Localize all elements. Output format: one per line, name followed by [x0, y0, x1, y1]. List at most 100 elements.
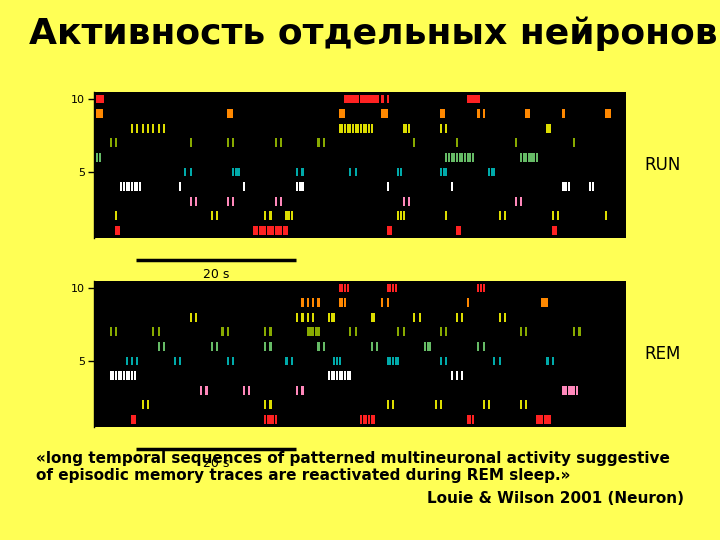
Bar	[109, 138, 112, 147]
Bar	[307, 313, 309, 322]
Text: Активность отдельных нейронов: Активность отдельных нейронов	[29, 16, 717, 51]
Bar	[232, 197, 234, 206]
Bar	[363, 94, 365, 104]
Bar	[347, 284, 348, 293]
Bar	[128, 182, 130, 191]
Bar	[280, 226, 282, 235]
Bar	[189, 167, 192, 177]
Bar	[528, 153, 530, 162]
Bar	[355, 327, 357, 336]
Bar	[520, 400, 522, 409]
Bar	[211, 211, 213, 220]
Bar	[440, 109, 443, 118]
Bar	[349, 371, 351, 380]
Bar	[387, 356, 389, 366]
Bar	[387, 182, 389, 191]
Bar	[472, 415, 474, 424]
Bar	[131, 124, 133, 133]
Bar	[264, 226, 266, 235]
Bar	[269, 342, 271, 351]
Bar	[277, 226, 279, 235]
Bar	[525, 109, 528, 118]
Bar	[568, 386, 570, 395]
Bar	[291, 356, 293, 366]
Bar	[232, 167, 234, 177]
Bar	[402, 197, 405, 206]
Bar	[299, 182, 301, 191]
Bar	[493, 356, 495, 366]
Bar	[269, 327, 271, 336]
Bar	[344, 94, 346, 104]
Bar	[363, 415, 365, 424]
Bar	[152, 124, 154, 133]
Bar	[99, 153, 101, 162]
Bar	[315, 327, 317, 336]
Bar	[112, 371, 114, 380]
Bar	[525, 327, 527, 336]
Bar	[269, 415, 271, 424]
Bar	[355, 167, 357, 177]
Bar	[549, 415, 552, 424]
Bar	[134, 182, 135, 191]
Bar	[402, 327, 405, 336]
Bar	[125, 371, 127, 380]
Bar	[227, 109, 233, 118]
Bar	[448, 153, 450, 162]
Bar	[256, 226, 258, 235]
Bar	[302, 298, 304, 307]
Bar	[549, 124, 552, 133]
Bar	[302, 313, 304, 322]
Bar	[338, 356, 341, 366]
Bar	[318, 327, 320, 336]
Bar	[347, 371, 348, 380]
Bar	[363, 124, 365, 133]
Bar	[189, 197, 192, 206]
Bar	[382, 298, 384, 307]
Bar	[131, 371, 133, 380]
Bar	[504, 313, 506, 322]
Bar	[365, 415, 367, 424]
Bar	[341, 124, 343, 133]
Bar	[338, 124, 341, 133]
Bar	[109, 327, 112, 336]
Bar	[474, 94, 477, 104]
Bar	[139, 182, 141, 191]
Bar	[318, 298, 320, 307]
Bar	[357, 94, 359, 104]
Bar	[134, 371, 135, 380]
Bar	[498, 356, 500, 366]
Bar	[349, 94, 352, 104]
Bar	[211, 342, 213, 351]
Bar	[349, 327, 351, 336]
Bar	[333, 356, 336, 366]
Bar	[323, 138, 325, 147]
Bar	[395, 356, 397, 366]
Bar	[232, 138, 234, 147]
Bar	[344, 371, 346, 380]
Bar	[318, 138, 320, 147]
Bar	[605, 109, 611, 118]
Bar	[443, 167, 445, 177]
Bar	[472, 153, 474, 162]
Text: 20 s: 20 s	[203, 268, 230, 281]
Bar	[280, 197, 282, 206]
Bar	[269, 226, 271, 235]
Bar	[371, 94, 373, 104]
Bar	[440, 124, 442, 133]
Bar	[387, 226, 392, 235]
Bar	[296, 313, 298, 322]
Bar	[443, 109, 445, 118]
Bar	[296, 182, 298, 191]
Bar	[515, 138, 517, 147]
Bar	[562, 182, 564, 191]
Bar	[523, 153, 525, 162]
Bar	[275, 226, 277, 235]
Bar	[285, 211, 287, 220]
Bar	[272, 415, 274, 424]
Bar	[115, 371, 117, 380]
Bar	[592, 182, 594, 191]
Bar	[459, 153, 461, 162]
Bar	[541, 298, 547, 307]
Bar	[341, 284, 343, 293]
Bar	[371, 415, 373, 424]
